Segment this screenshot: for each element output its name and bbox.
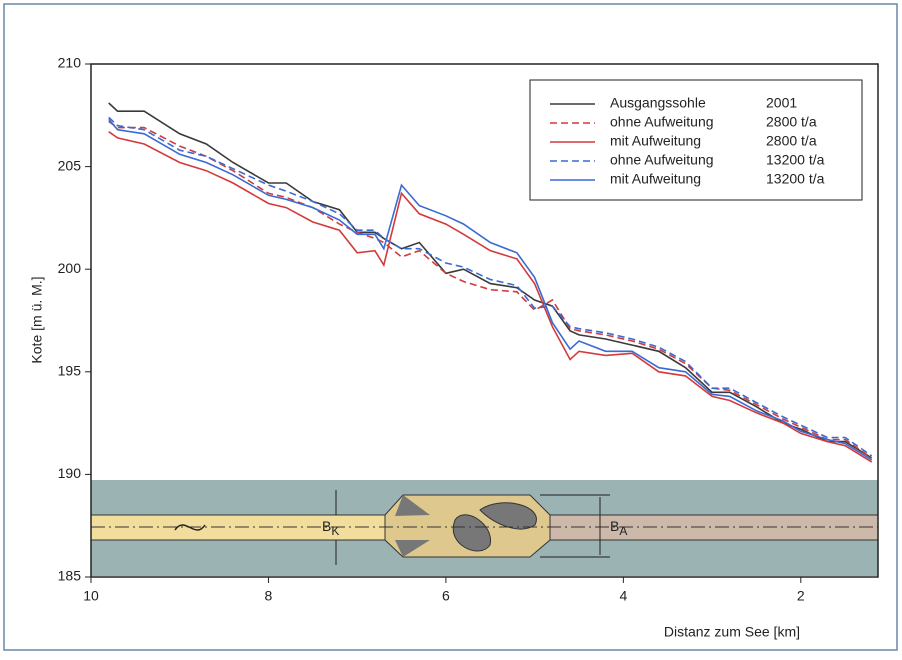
legend-load: 13200 t/a bbox=[766, 171, 825, 187]
annotation: BA bbox=[610, 518, 627, 538]
series-line bbox=[108, 120, 873, 459]
x-tick-label: 6 bbox=[442, 588, 450, 604]
y-tick-label: 210 bbox=[58, 55, 82, 71]
island bbox=[395, 540, 430, 557]
legend-label: mit Aufweitung bbox=[610, 171, 701, 187]
annotation-text: B bbox=[322, 518, 331, 534]
x-tick-label: 2 bbox=[797, 588, 805, 604]
legend-load: 2800 t/a bbox=[766, 114, 817, 130]
legend-load: 13200 t/a bbox=[766, 152, 825, 168]
legend-label: mit Aufweitung bbox=[610, 133, 701, 149]
frame bbox=[3, 3, 898, 651]
y-axis-label: Kote [m ü. M.] bbox=[29, 276, 45, 363]
island bbox=[452, 514, 491, 552]
annotation-sub: K bbox=[331, 524, 339, 538]
legend-label: ohne Aufweitung bbox=[610, 152, 714, 168]
annotation-sub: A bbox=[619, 524, 627, 538]
legend-load: 2800 t/a bbox=[766, 133, 817, 149]
flow-arrow bbox=[174, 524, 206, 531]
y-tick-label: 200 bbox=[58, 260, 82, 276]
legend-label: Ausgangssohle bbox=[610, 95, 706, 111]
y-tick-label: 190 bbox=[58, 465, 82, 481]
y-tick-label: 205 bbox=[58, 157, 82, 173]
legend-load: 2001 bbox=[766, 95, 797, 111]
island bbox=[479, 502, 537, 530]
y-tick-label: 185 bbox=[58, 568, 82, 584]
x-tick-label: 10 bbox=[83, 588, 99, 604]
series-line bbox=[108, 116, 873, 457]
x-tick-label: 8 bbox=[265, 588, 273, 604]
plot-frame bbox=[90, 63, 879, 578]
island bbox=[395, 495, 430, 516]
schematic bbox=[90, 480, 879, 576]
legend-label: ohne Aufweitung bbox=[610, 114, 714, 130]
series-line bbox=[108, 131, 873, 463]
x-tick-label: 4 bbox=[619, 588, 627, 604]
series-line bbox=[108, 118, 873, 461]
y-tick-label: 195 bbox=[58, 363, 82, 379]
x-axis-label: Distanz zum See [km] bbox=[664, 624, 800, 640]
annotation-text: B bbox=[610, 518, 619, 534]
annotation: BK bbox=[322, 518, 339, 538]
series-line bbox=[108, 102, 873, 459]
